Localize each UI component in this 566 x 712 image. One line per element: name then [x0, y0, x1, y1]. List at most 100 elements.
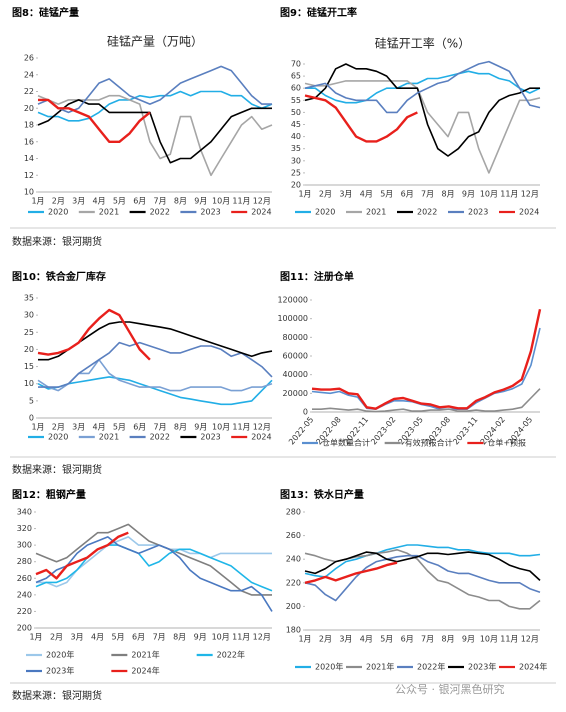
x-tick-label: 11月 [232, 423, 250, 432]
legend-label: 2020年 [315, 662, 343, 672]
x-tick-label: 7月 [154, 423, 167, 432]
x-tick-label: 7月 [153, 633, 166, 642]
y-tick-label: 180 [286, 626, 301, 635]
x-tick-label: 10月 [212, 423, 230, 432]
legend-label: 2023年 [46, 666, 74, 676]
series-line [37, 99, 272, 164]
y-tick-label: 12 [24, 171, 34, 180]
x-tick-label: 10月 [480, 635, 498, 644]
y-tick-label: 70 [291, 60, 301, 69]
figure-header: 图10：铁合金厂库存 [12, 270, 106, 283]
series-line [311, 309, 542, 410]
x-tick-label: 9月 [462, 190, 475, 199]
y-tick-label: 240 [286, 555, 301, 564]
x-tick-label: 8月 [174, 197, 187, 206]
x-tick-label: 8月 [441, 635, 454, 644]
y-tick-label: 260 [286, 531, 301, 540]
x-tick-label: 6月 [132, 633, 145, 642]
y-tick-label: 18 [24, 121, 34, 130]
series-line [305, 70, 541, 104]
x-tick-label: 9月 [194, 423, 207, 432]
x-tick-label: 9月 [462, 635, 475, 644]
source-note: 数据来源：银河期货 [12, 689, 102, 702]
x-tick-label: 8月 [441, 190, 454, 199]
chart-title: 硅锰产量（万吨） [107, 34, 203, 49]
x-tick-label: 4月 [92, 423, 105, 432]
y-tick-label: 26 [24, 54, 34, 63]
x-tick-label: 3月 [72, 423, 85, 432]
legend-label: 2020年 [46, 650, 74, 660]
series-line [311, 327, 541, 410]
figure-header: 图13：铁水日产量 [280, 488, 364, 501]
y-tick-label: 30 [24, 311, 34, 320]
legend-label: 2020 [315, 208, 335, 217]
x-tick-label: 8月 [174, 423, 187, 432]
y-tick-label: 320 [17, 524, 32, 533]
x-tick-label: 3月 [339, 635, 352, 644]
y-tick-label: 22 [24, 87, 34, 96]
series-line [304, 60, 541, 114]
series-line [304, 544, 541, 578]
x-tick-label: 6月 [133, 423, 146, 432]
series-line [304, 551, 541, 581]
x-tick-label: 2月 [319, 635, 332, 644]
x-tick-label: 12月 [521, 190, 539, 199]
series-line [35, 523, 272, 596]
y-tick-label: 25 [291, 168, 301, 177]
legend-label: 2022年 [417, 662, 445, 672]
x-tick-label: 1月 [298, 190, 311, 199]
legend-label: 仓单数量合计 [322, 438, 370, 448]
x-tick-label: 4月 [360, 190, 373, 199]
x-tick-label: 6月 [133, 197, 146, 206]
y-tick-label: 0 [29, 414, 34, 423]
x-tick-label: 4月 [91, 633, 104, 642]
x-tick-label: 10月 [212, 633, 230, 642]
x-tick-label: 1月 [31, 197, 44, 206]
x-tick-label: 2月 [319, 190, 332, 199]
x-tick-label: 10月 [480, 190, 498, 199]
x-tick-label: 2023-02 [369, 415, 397, 446]
y-tick-label: 40 [291, 132, 301, 141]
series-line [304, 554, 541, 602]
y-tick-label: 10 [24, 379, 34, 388]
x-tick-label: 12月 [253, 197, 271, 206]
y-tick-label: 40000 [283, 370, 308, 379]
legend-label: 2023 [200, 433, 220, 442]
y-tick-label: 120000 [277, 296, 308, 305]
watermark: 公众号 · 银河黑色研究 [395, 682, 505, 696]
x-tick-label: 10月 [212, 197, 230, 206]
y-tick-label: 80000 [283, 333, 308, 342]
x-tick-label: 7月 [154, 197, 167, 206]
y-tick-label: 340 [17, 508, 32, 517]
figure-header: 图8：硅锰产量 [12, 6, 79, 19]
series-line [38, 98, 151, 143]
y-tick-label: 260 [17, 574, 32, 583]
legend-label: 2020 [48, 208, 68, 217]
x-tick-label: 12月 [253, 423, 271, 432]
legend-label: 仓单+预报 [487, 438, 526, 448]
x-tick-label: 1月 [31, 423, 44, 432]
y-tick-label: 300 [17, 541, 32, 550]
x-tick-label: 9月 [194, 633, 207, 642]
legend-label: 2021年 [366, 662, 394, 672]
y-tick-label: 60 [291, 84, 301, 93]
series-line [304, 80, 541, 174]
y-tick-label: 65 [291, 72, 301, 81]
y-tick-label: 24 [24, 70, 34, 79]
x-tick-label: 9月 [194, 197, 207, 206]
y-tick-label: 45 [291, 120, 301, 129]
y-tick-label: 0 [303, 408, 308, 417]
x-tick-label: 2022-05 [287, 415, 315, 446]
x-tick-label: 2023-11 [451, 415, 479, 446]
series-line [37, 94, 273, 177]
series-line [35, 536, 273, 612]
legend-label: 2021年 [131, 650, 159, 660]
x-tick-label: 11月 [500, 190, 518, 199]
legend-label: 2022 [150, 433, 170, 442]
figure-header: 图11：注册仓单 [280, 270, 354, 283]
x-tick-label: 12月 [253, 633, 271, 642]
x-tick-label: 1月 [29, 633, 42, 642]
x-tick-label: 7月 [421, 190, 434, 199]
